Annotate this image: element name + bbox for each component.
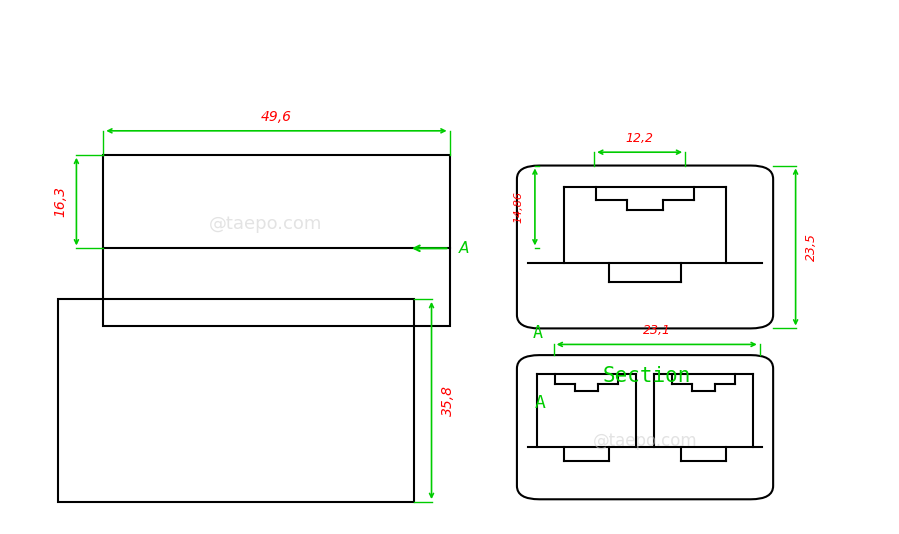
Text: @taepo.com: @taepo.com <box>593 431 698 450</box>
Text: 35,8: 35,8 <box>441 385 455 416</box>
Text: 23,1: 23,1 <box>643 325 671 337</box>
Text: Section: Section <box>603 366 691 387</box>
Bar <box>58 299 414 502</box>
Text: A: A <box>532 324 542 342</box>
Text: 16,3: 16,3 <box>53 186 67 217</box>
Bar <box>103 155 450 326</box>
Text: 49,6: 49,6 <box>261 110 292 124</box>
Text: 23,5: 23,5 <box>806 233 818 261</box>
Text: @taepo.com: @taepo.com <box>209 215 322 233</box>
Text: 14,86: 14,86 <box>513 191 524 223</box>
Text: A: A <box>535 394 546 412</box>
Text: A: A <box>458 241 469 256</box>
Text: 12,2: 12,2 <box>626 132 654 145</box>
